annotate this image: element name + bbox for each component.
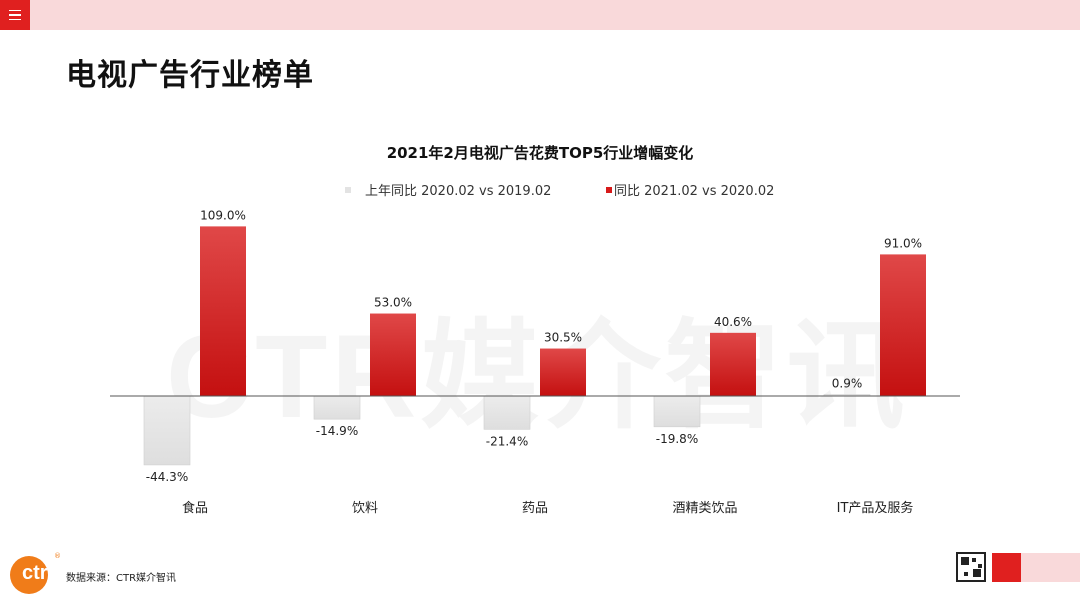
legend-swatch-gray (345, 186, 351, 193)
data-label-current-year-1: 53.0% (374, 296, 412, 310)
page-title: 电视广告行业榜单 (66, 58, 314, 93)
legend-item-prev-year: 上年同比 2020.02 vs 2019.02 (345, 180, 551, 199)
legend-label-current-year: 同比 2021.02 vs 2020.02 (614, 184, 775, 199)
hamburger-menu-icon[interactable] (0, 0, 30, 30)
legend-swatch-red (606, 186, 612, 193)
watermark: CTR媒介智讯 (166, 280, 909, 451)
category-label-4: IT产品及服务 (837, 500, 914, 516)
top-bar (0, 0, 1080, 30)
bar-prev-year-0 (143, 395, 191, 466)
bar-current-year-1 (370, 313, 416, 396)
bar-prev-year-3 (653, 395, 701, 428)
bar-current-year-2 (540, 348, 586, 396)
data-label-prev-year-4: 0.9% (832, 377, 863, 391)
category-label-3: 酒精类饮品 (672, 501, 737, 516)
data-label-prev-year-0: -44.3% (146, 470, 188, 484)
ctr-logo: ctr ® (10, 552, 61, 594)
data-label-prev-year-2: -21.4% (486, 434, 528, 448)
bar-current-year-3 (710, 332, 756, 396)
data-label-current-year-2: 30.5% (544, 331, 582, 345)
category-label-0: 食品 (182, 500, 208, 516)
logo-registered-mark: ® (54, 552, 61, 560)
legend-item-current-year: 同比 2021.02 vs 2020.02 (606, 180, 774, 199)
footer-red-block (992, 553, 1021, 582)
category-label-2: 药品 (522, 501, 548, 516)
data-source: 数据来源：CTR媒介智讯 (66, 573, 177, 584)
data-label-current-year-3: 40.6% (714, 315, 752, 329)
qr-code-icon (956, 552, 986, 582)
data-label-current-year-0: 109.0% (200, 208, 246, 222)
bar-current-year-4 (880, 254, 926, 396)
data-label-prev-year-3: -19.8% (656, 432, 698, 446)
category-label-1: 饮料 (352, 501, 378, 516)
bar-prev-year-1 (313, 395, 361, 420)
footer-pink-strip (1021, 553, 1080, 582)
legend-label-prev-year: 上年同比 2020.02 vs 2019.02 (365, 184, 552, 199)
logo-text: ctr (22, 562, 48, 584)
logo-circle (10, 556, 48, 594)
bar-current-year-0 (200, 226, 246, 396)
chart-title: 2021年2月电视广告花费TOP5行业增幅变化 (386, 144, 694, 162)
data-label-prev-year-1: -14.9% (316, 424, 358, 438)
data-label-current-year-4: 91.0% (884, 236, 922, 250)
bar-prev-year-2 (483, 395, 531, 430)
